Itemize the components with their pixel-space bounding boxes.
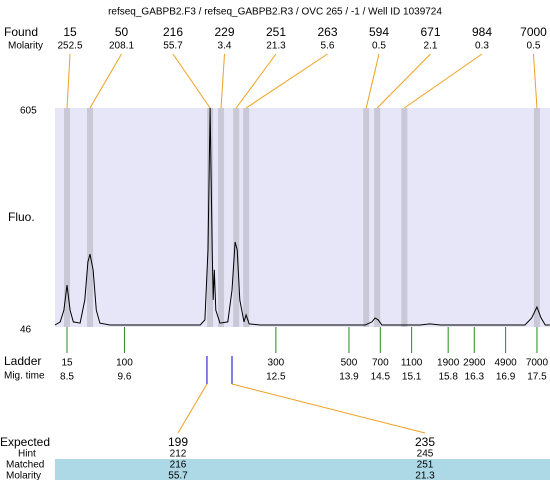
ladder-time: 9.6 xyxy=(117,372,131,383)
peak-connector xyxy=(533,53,538,109)
ladder-time: 13.9 xyxy=(339,372,359,383)
ladder-size: 1100 xyxy=(401,358,423,369)
peak-band xyxy=(218,108,225,327)
ladder-label: Ladder xyxy=(4,354,41,368)
expected-matched: 216 xyxy=(170,460,187,471)
expected-row-label: Expected xyxy=(0,435,50,449)
found-molarity: 5.6 xyxy=(321,41,335,52)
expected-connector xyxy=(231,383,426,434)
expected-connector xyxy=(177,383,208,434)
peak-band xyxy=(233,108,240,327)
ladder-size: 7000 xyxy=(526,358,549,369)
plot-area xyxy=(55,108,550,327)
ladder-time: 17.5 xyxy=(527,372,547,383)
molarity-label: Molarity xyxy=(8,41,43,52)
y-tick-label: 46 xyxy=(20,325,32,336)
expected-molarity: 21.3 xyxy=(415,471,435,480)
peak-band xyxy=(207,108,214,327)
expected-row-label: Hint xyxy=(18,449,36,460)
found-size: 671 xyxy=(420,25,440,39)
ladder-time: 16.9 xyxy=(496,372,516,383)
found-size: 229 xyxy=(214,25,234,39)
ladder-size: 700 xyxy=(372,358,389,369)
title: refseq_GABPB2.F3 / refseq_GABPB2.R3 / OV… xyxy=(108,7,442,18)
y-label: Fluo. xyxy=(8,210,35,224)
expected-hint: 212 xyxy=(170,449,187,460)
found-molarity: 252.5 xyxy=(57,41,82,52)
expected-row-label: Molarity xyxy=(6,471,41,480)
found-size: 594 xyxy=(369,25,389,39)
found-molarity: 0.3 xyxy=(475,41,489,52)
peak-band xyxy=(363,108,370,327)
peak-connector xyxy=(376,53,431,109)
expected-expected: 235 xyxy=(415,435,435,449)
ladder-size: 1900 xyxy=(437,358,460,369)
peak-band xyxy=(86,108,93,327)
ladder-time: 12.5 xyxy=(266,372,286,383)
ladder-time: 16.3 xyxy=(465,372,485,383)
found-molarity: 0.5 xyxy=(527,41,541,52)
ladder-time: 8.5 xyxy=(60,372,74,383)
found-label: Found xyxy=(4,25,38,39)
peak-connector xyxy=(66,53,71,109)
peak-band xyxy=(243,108,250,327)
ladder-time: 14.5 xyxy=(371,372,391,383)
peak-connector xyxy=(235,53,277,109)
found-molarity: 21.3 xyxy=(266,41,286,52)
ladder-size: 300 xyxy=(268,358,285,369)
ladder-time: 15.8 xyxy=(438,372,458,383)
peak-band xyxy=(401,108,408,327)
found-molarity: 3.4 xyxy=(218,41,232,52)
peak-connector xyxy=(89,53,122,109)
peak-connector xyxy=(245,53,328,109)
found-size: 263 xyxy=(317,25,337,39)
trace xyxy=(54,107,550,326)
peak-connector xyxy=(172,53,211,109)
found-molarity: 0.5 xyxy=(372,41,386,52)
expected-molarity: 55.7 xyxy=(168,471,188,480)
expected-matched: 251 xyxy=(417,460,434,471)
found-size: 50 xyxy=(115,25,129,39)
found-size: 7000 xyxy=(520,25,547,39)
found-size: 216 xyxy=(163,25,183,39)
found-size: 984 xyxy=(472,25,492,39)
peak-connector xyxy=(365,53,380,109)
ladder-size: 100 xyxy=(116,358,133,369)
expected-expected: 199 xyxy=(168,435,188,449)
found-molarity: 208.1 xyxy=(109,41,134,52)
found-molarity: 2.1 xyxy=(424,41,438,52)
ladder-size: 15 xyxy=(61,358,73,369)
found-size: 251 xyxy=(266,25,286,39)
peak-connector xyxy=(220,53,225,109)
peak-band xyxy=(374,108,381,327)
y-tick-label: 605 xyxy=(20,106,37,117)
ladder-size: 2900 xyxy=(463,358,486,369)
found-size: 15 xyxy=(63,25,77,39)
ladder-size: 4900 xyxy=(494,358,517,369)
peak-connector xyxy=(404,53,483,109)
peak-band xyxy=(533,108,540,327)
matched-band xyxy=(55,459,550,480)
ladder-size: 500 xyxy=(341,358,358,369)
ladder-time: 15.1 xyxy=(402,372,422,383)
time-label: Mig. time xyxy=(4,371,45,382)
expected-row-label: Matched xyxy=(6,460,44,471)
expected-hint: 245 xyxy=(417,449,434,460)
found-molarity: 55.7 xyxy=(163,41,183,52)
peak-band xyxy=(64,108,71,327)
